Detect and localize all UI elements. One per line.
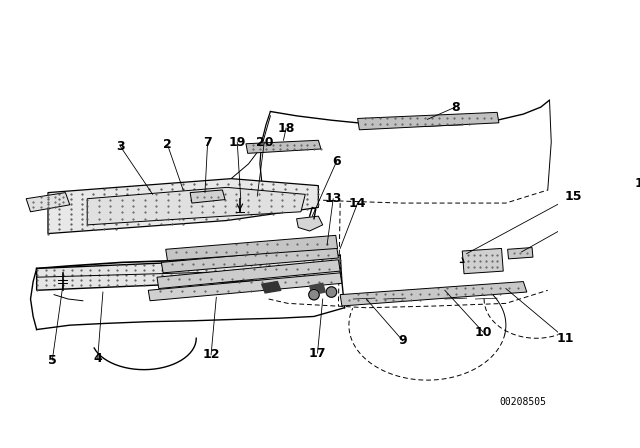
Polygon shape [166, 235, 337, 261]
Text: 3: 3 [116, 140, 125, 153]
Text: 2: 2 [163, 138, 172, 151]
Text: 20: 20 [255, 135, 273, 148]
Polygon shape [190, 190, 225, 203]
Polygon shape [310, 283, 325, 295]
Text: 17: 17 [308, 347, 326, 360]
Polygon shape [36, 255, 340, 290]
Polygon shape [148, 273, 342, 301]
Text: 14: 14 [349, 197, 366, 210]
Polygon shape [26, 193, 70, 212]
Polygon shape [358, 112, 499, 130]
Text: 4: 4 [93, 352, 102, 365]
Text: 00208505: 00208505 [500, 397, 547, 407]
Text: 10: 10 [474, 326, 492, 339]
Text: 8: 8 [451, 101, 460, 114]
Text: 16: 16 [634, 177, 640, 190]
Polygon shape [161, 247, 339, 273]
Text: 9: 9 [399, 334, 407, 347]
Text: 12: 12 [202, 349, 220, 362]
Text: 6: 6 [332, 155, 341, 168]
Text: 19: 19 [228, 135, 246, 148]
Text: 13: 13 [324, 192, 342, 205]
Polygon shape [87, 187, 305, 225]
Polygon shape [48, 179, 318, 233]
Polygon shape [157, 260, 340, 289]
Polygon shape [508, 248, 533, 259]
Text: 11: 11 [556, 332, 574, 345]
Text: 15: 15 [564, 190, 582, 202]
Polygon shape [340, 281, 527, 306]
Polygon shape [262, 281, 281, 293]
Polygon shape [296, 216, 323, 231]
Text: 5: 5 [48, 353, 57, 366]
Text: 7: 7 [204, 136, 212, 149]
Text: 18: 18 [277, 121, 295, 134]
Circle shape [326, 287, 337, 297]
Circle shape [308, 289, 319, 300]
Polygon shape [462, 249, 503, 274]
Polygon shape [246, 140, 321, 153]
